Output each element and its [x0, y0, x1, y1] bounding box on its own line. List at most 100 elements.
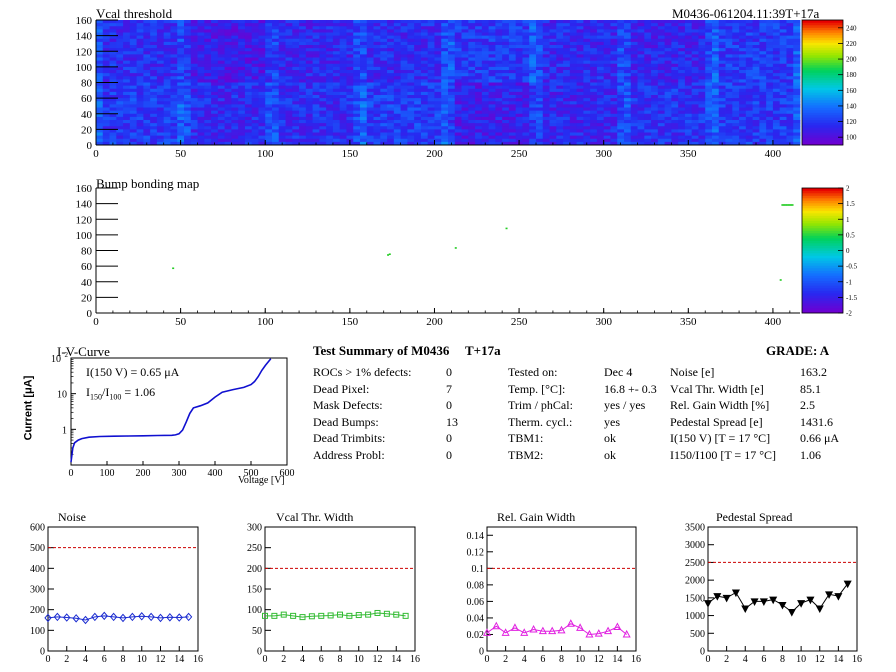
vcal-cell	[204, 35, 212, 40]
summary-value: 85.1	[800, 381, 821, 396]
vcal-cell	[244, 88, 253, 93]
vcal-cell	[150, 110, 158, 115]
vcal-cell	[393, 123, 402, 127]
vcal-cell	[143, 129, 151, 133]
vcal-cell	[143, 120, 151, 124]
vcal-cell	[136, 88, 144, 93]
vcal-cell	[285, 85, 293, 90]
vcal-cell	[793, 51, 801, 55]
vcal-cell	[488, 41, 496, 46]
vcal-cell	[231, 104, 239, 108]
vcal-cell	[339, 120, 347, 124]
vcal-cell	[610, 141, 618, 146]
vcal-cell	[698, 98, 706, 102]
vcal-cell	[617, 104, 625, 108]
vcal-cell	[217, 45, 226, 49]
vcal-cell	[664, 98, 672, 102]
vcal-cell	[150, 126, 158, 130]
vcal-cell	[292, 29, 300, 33]
vcal-cell	[366, 76, 374, 80]
vcal-cell	[123, 35, 131, 40]
vcal-cell	[739, 85, 747, 90]
vcal-cell	[393, 48, 402, 52]
vcal-cell	[116, 129, 124, 133]
vcal-cell	[414, 76, 422, 80]
vcal-cell	[502, 70, 510, 74]
vcal-cell	[278, 29, 286, 33]
vcal-cell	[793, 141, 801, 146]
vcal-cell	[272, 85, 280, 90]
vcal-cell	[664, 141, 672, 146]
vcal-cell	[779, 98, 787, 102]
vcal-cell	[427, 23, 435, 27]
vcal-cell	[217, 79, 226, 83]
vcal-cell	[143, 73, 151, 77]
vcal-cell	[407, 113, 415, 118]
vcal-cell	[637, 60, 645, 65]
vcal-cell	[272, 32, 280, 37]
iv-x-tick-label: 500	[244, 468, 259, 479]
vcal-cell	[576, 95, 584, 99]
vcal-cell	[387, 82, 395, 87]
vcal-cell	[624, 126, 632, 130]
vcal-cell	[766, 85, 774, 90]
vcal-cell	[481, 82, 490, 87]
vcal-palette-frame	[801, 19, 844, 146]
vcal-cell	[305, 23, 314, 27]
vcal-cell	[326, 20, 334, 24]
vcal-cell	[542, 88, 550, 93]
vcal-cell	[624, 138, 632, 143]
vcal-cell	[380, 95, 388, 99]
vcal-cell	[590, 104, 598, 108]
vcal-cell	[671, 66, 679, 71]
vcal-cell	[163, 60, 171, 65]
vcal-cell	[725, 104, 733, 108]
vcal-cell	[393, 101, 402, 105]
vcal-cell	[400, 26, 408, 30]
vcal-cell	[346, 104, 354, 108]
vcal-cell	[427, 70, 435, 74]
vcal-cell	[759, 85, 767, 90]
vcal-cell	[434, 26, 442, 30]
vcal-cell	[637, 45, 645, 49]
vcal-width-frame	[264, 526, 416, 652]
vcal-cell	[373, 23, 381, 27]
vcal-cell	[244, 107, 253, 112]
vcal-cell	[319, 57, 327, 62]
vcal-cell	[231, 129, 239, 133]
vcal-cell	[657, 54, 666, 58]
vcal-cell	[244, 63, 253, 68]
vcal-cell	[319, 35, 327, 40]
vcal-cell	[366, 38, 374, 43]
vcal-cell	[630, 101, 638, 105]
vcal-cell	[766, 41, 774, 46]
vcal-cell	[515, 113, 523, 118]
vcal-cell	[197, 35, 205, 40]
vcal-cell	[272, 116, 280, 121]
vcal-cell	[407, 35, 415, 40]
vcal-cell	[400, 120, 408, 124]
vcal-cell	[366, 141, 374, 146]
vcal-cell	[441, 138, 449, 143]
vcal-cell	[766, 101, 774, 105]
vcal-cell	[461, 120, 469, 124]
vcal-cell	[515, 35, 523, 40]
vcal-cell	[698, 23, 706, 27]
vcal-cell	[515, 79, 523, 83]
vcal-cell	[529, 48, 537, 52]
vcal-cell	[156, 101, 165, 105]
vcal-cell	[502, 95, 510, 99]
vcal-cell	[129, 76, 138, 80]
vcal-cell	[637, 95, 645, 99]
vcal-cell	[400, 138, 408, 143]
vcal-cell	[542, 113, 550, 118]
vcal-cell	[373, 141, 381, 146]
vcal-cell	[393, 95, 402, 99]
vcal-cell	[156, 54, 165, 58]
vcal-cell	[529, 126, 537, 130]
vcal-cell	[684, 91, 693, 96]
vcal-cell	[238, 91, 246, 96]
bump-y-tick-label: 60	[81, 261, 93, 273]
vcal-cell	[475, 41, 483, 46]
vcal-cell	[427, 132, 435, 137]
